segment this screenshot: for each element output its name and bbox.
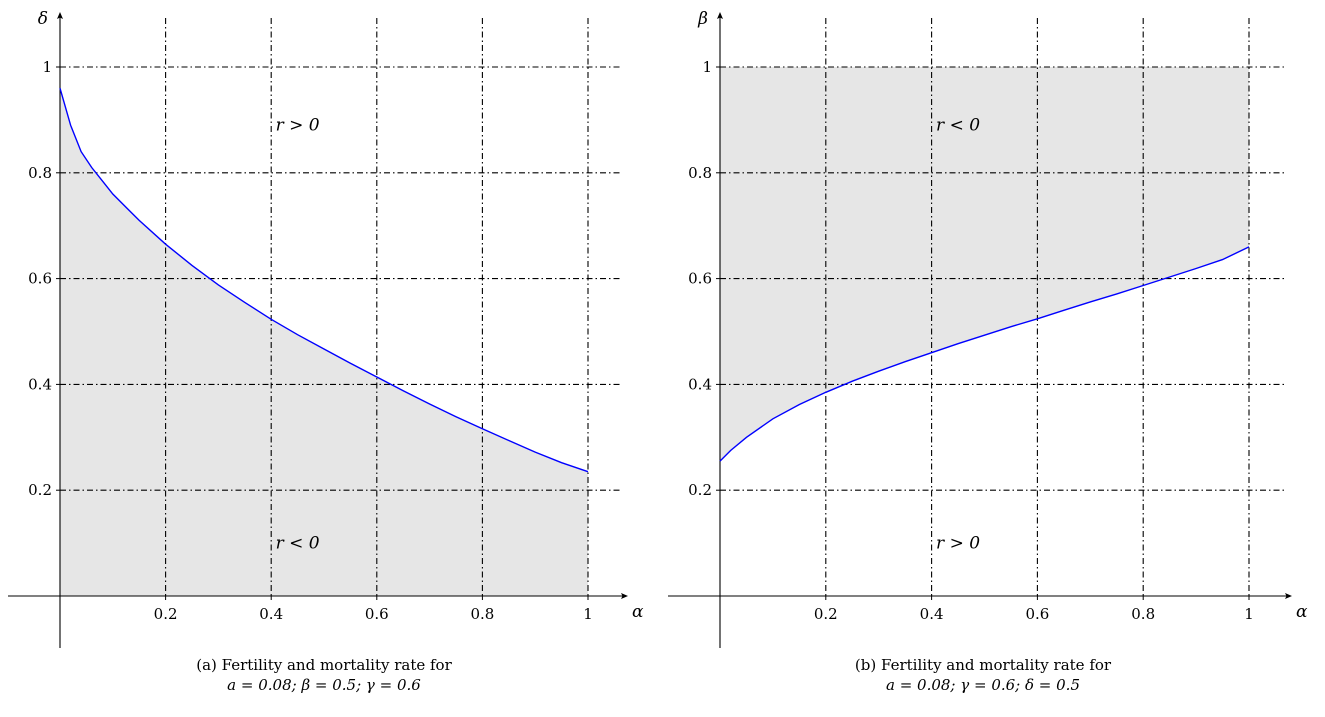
- panel-b-y-tick-label-2: 0.6: [688, 270, 712, 288]
- panel-a-x-axis-label: α: [632, 602, 644, 622]
- panel-b-x-axis-arrow: [1285, 593, 1292, 599]
- panel-b-x-tick-label-2: 0.6: [1025, 605, 1049, 623]
- panel-a-y-tick-label-4: 1: [42, 58, 52, 76]
- panel-b-y-tick-label-0: 0.2: [688, 481, 712, 499]
- panel-a-x-tick-label-2: 0.6: [365, 605, 389, 623]
- panel-a-y-tick-label-0: 0.2: [28, 481, 52, 499]
- panel-a-y-tick-label-1: 0.4: [28, 375, 52, 393]
- panel-b-x-tick-label-0: 0.2: [814, 605, 838, 623]
- panel-b-chart: 0.2 0.4 0.6 0.8 1 0.2 0.4 0.6 0.8 1 α β r < 0 r > 0: [668, 9, 1308, 648]
- panel-b-curve: [719, 246, 1250, 462]
- panel-a-y-tick-label-3: 0.8: [28, 164, 52, 182]
- panel-a-shaded-region: [60, 88, 588, 596]
- panel-a-curve: [59, 88, 589, 473]
- panel-b-x-tick-label-4: 1: [1244, 605, 1254, 623]
- panel-a-region-label-1: r < 0: [276, 533, 320, 553]
- panel-b-shaded-region: [720, 67, 1249, 462]
- panel-b-x-tick-label-1: 0.4: [920, 605, 944, 623]
- panel-b-x-tick-label-3: 0.8: [1131, 605, 1155, 623]
- panel-b-region-label-0: r < 0: [936, 115, 980, 135]
- panel-a-x-tick-label-3: 0.8: [470, 605, 494, 623]
- panel-b-y-tick-label-4: 1: [702, 58, 712, 76]
- panel-b-y-axis-arrow: [717, 12, 723, 19]
- panel-b-y-axis-label: β: [697, 9, 708, 29]
- panel-a-caption-line1: (a) Fertility and mortality rate for: [196, 656, 452, 674]
- panel-b-region-label-1: r > 0: [936, 533, 980, 553]
- panel-a-x-tick-label-0: 0.2: [154, 605, 178, 623]
- panel-a-y-axis-label: δ: [38, 9, 48, 29]
- panel-b-y-tick-label-3: 0.8: [688, 164, 712, 182]
- panel-a-y-axis-arrow: [57, 12, 63, 19]
- panel-a-x-tick-label-1: 0.4: [259, 605, 283, 623]
- panel-a-region-label-0: r > 0: [276, 115, 320, 135]
- panel-a-x-tick-label-4: 1: [583, 605, 593, 623]
- panel-b-caption: (b) Fertility and mortality rate for a =…: [763, 655, 1203, 695]
- panel-b-y-tick-label-1: 0.4: [688, 375, 712, 393]
- panel-a-x-axis-arrow: [621, 593, 628, 599]
- panel-a-caption: (a) Fertility and mortality rate for a =…: [104, 655, 544, 695]
- panel-a-caption-line2: a = 0.08; β = 0.5; γ = 0.6: [227, 676, 421, 694]
- panel-b-caption-line1: (b) Fertility and mortality rate for: [854, 656, 1112, 674]
- panel-a-y-tick-label-2: 0.6: [28, 270, 52, 288]
- panel-a-chart: 0.2 0.4 0.6 0.8 1 0.2 0.4 0.6 0.8 1 α δ r > 0 r < 0: [8, 9, 644, 648]
- panel-b-x-axis-label: α: [1296, 602, 1308, 622]
- panel-b-caption-line2: a = 0.08; γ = 0.6; δ = 0.5: [885, 676, 1080, 694]
